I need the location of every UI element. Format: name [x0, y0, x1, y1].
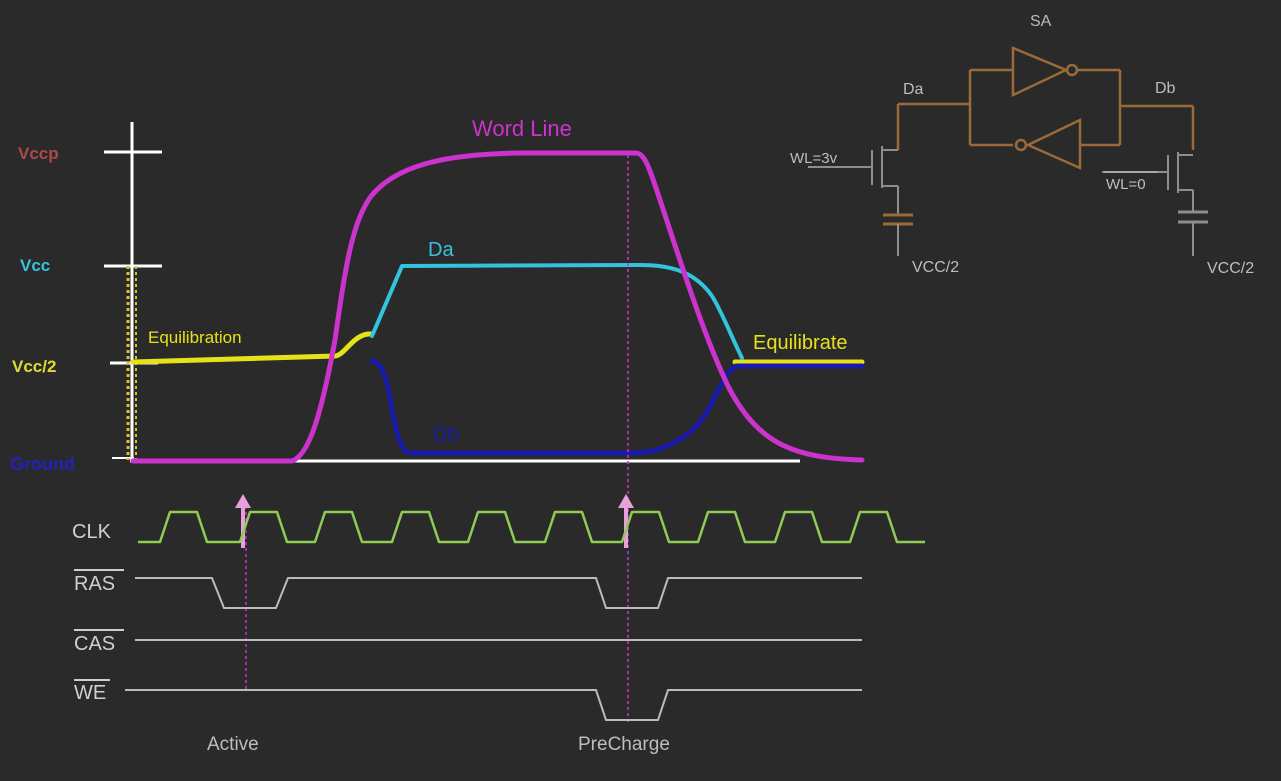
- right-access-transistor: [1102, 152, 1208, 256]
- clk-label: CLK: [72, 521, 112, 543]
- sense-amplifier-circuit: [896, 46, 1195, 170]
- wl-left-label: WL=3v: [790, 150, 838, 167]
- da-waveform: [370, 263, 744, 360]
- we-label: WE: [74, 682, 106, 704]
- we-signal: WE: [74, 679, 862, 721]
- ras-label: RAS: [74, 573, 115, 595]
- precharge-label: PreCharge: [578, 734, 670, 755]
- sa-label: SA: [1030, 13, 1052, 30]
- db-label: Db: [433, 424, 459, 446]
- vcc-half-label: Vcc/2: [12, 357, 56, 376]
- cas-label: CAS: [74, 633, 115, 655]
- ras-signal: RAS: [74, 569, 862, 609]
- active-marker: [235, 494, 251, 690]
- cas-signal: CAS: [74, 629, 862, 655]
- circuit-da-label: Da: [903, 81, 924, 98]
- vcc-label: Vcc: [20, 256, 50, 275]
- equilibrate-label: Equilibrate: [753, 332, 848, 354]
- left-access-transistor: [808, 146, 913, 256]
- db-waveform: [369, 358, 865, 456]
- equilibration-line: [130, 331, 375, 365]
- sa-inverter-top-icon: [1011, 46, 1070, 97]
- circuit-db-label: Db: [1155, 80, 1176, 97]
- clk-waveform: [138, 510, 925, 544]
- precharge-marker: [618, 155, 634, 722]
- vcc-half-left-label: VCC/2: [912, 259, 959, 276]
- voltage-axis: [104, 122, 162, 462]
- active-label: Active: [207, 734, 259, 755]
- da-label: Da: [428, 239, 454, 261]
- sa-inverter-bottom-icon: [1025, 118, 1082, 170]
- vccp-label: Vccp: [18, 144, 59, 163]
- word-line-label: Word Line: [472, 116, 572, 141]
- equilibration-label: Equilibration: [148, 328, 242, 347]
- ground-label: Ground: [10, 454, 75, 474]
- wl-right-label: WL=0: [1106, 176, 1146, 193]
- word-line-waveform: [130, 150, 865, 464]
- vcc-half-right-label: VCC/2: [1207, 260, 1254, 277]
